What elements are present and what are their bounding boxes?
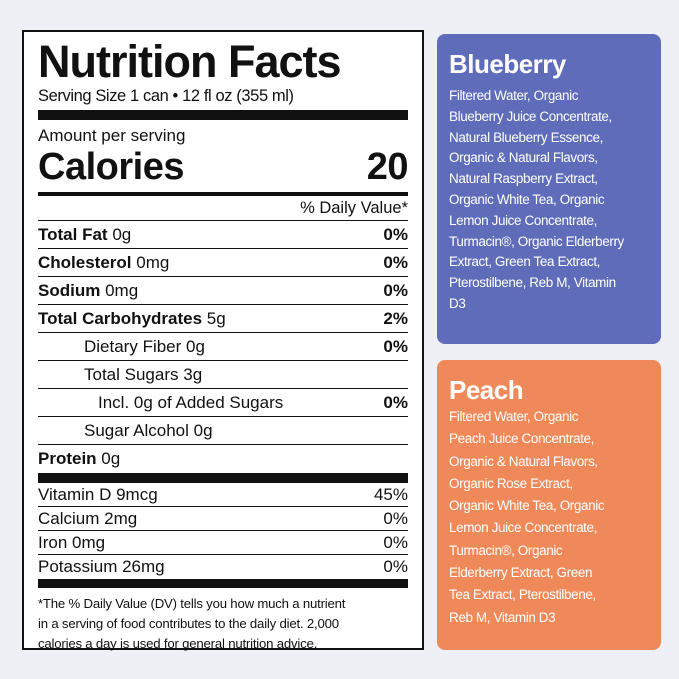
nutrient-label: Protein 0g xyxy=(38,449,120,469)
ingredient-line: Organic & Natural Flavors, xyxy=(449,453,598,469)
ingredient-line: Pterostilbene, Reb M, Vitamin xyxy=(449,275,616,291)
ingredient-line: Extract, Green Tea Extract, xyxy=(449,254,601,270)
thick-divider xyxy=(38,473,408,483)
vitamin-name: Calcium 2mg xyxy=(38,508,138,528)
ingredient-line: Turmacin®, Organic Elderberry xyxy=(449,233,624,249)
ingredient-line: Organic White Tea, Organic xyxy=(449,498,605,514)
vitamin-name: Potassium 26mg xyxy=(38,557,165,576)
vitamin-name: Iron 0mg xyxy=(38,532,106,552)
nutrient-daily-value: 0% xyxy=(383,280,408,300)
nutrient-list: Total Fat 0g 0% Cholesterol 0mg 0% Sodium 0m… xyxy=(38,221,408,473)
ingredient-line: Elderberry Extract, Green xyxy=(449,565,593,581)
nutrient-amount: 0g xyxy=(193,420,213,440)
nutrient-label: Total Fat 0g xyxy=(38,225,131,245)
nutrient-row: Protein 0g xyxy=(38,445,408,473)
nutrient-label: Total Sugars 3g xyxy=(38,365,202,385)
nutrient-row: Sodium 0mg 0% xyxy=(38,277,408,305)
nutrient-amount: 5g xyxy=(206,308,226,328)
vitamin-row: Vitamin D 9mcg 45% xyxy=(38,483,408,507)
ingredient-line: Organic Rose Extract, xyxy=(449,475,573,491)
ingredient-line: Filtered Water, Organic xyxy=(449,409,579,424)
ingredient-line: D3 xyxy=(449,295,466,311)
nutrient-amount: 0mg xyxy=(136,252,170,272)
nutrient-daily-value: 0% xyxy=(383,336,408,356)
vitamin-daily-value: 0% xyxy=(383,557,408,576)
nutrient-row: Incl. 0g of Added Sugars 0% xyxy=(38,389,408,417)
ingredient-line: Reb M, Vitamin D3 xyxy=(449,609,556,625)
nutrient-label: Incl. 0g of Added Sugars xyxy=(38,393,283,413)
medium-divider xyxy=(38,192,408,196)
footnote-line: calories a day is used for general nutri… xyxy=(38,636,318,651)
nutrient-name: Cholesterol xyxy=(38,252,132,272)
nutrient-row: Total Carbohydrates 5g 2% xyxy=(38,305,408,333)
nutrient-row: Total Fat 0g 0% xyxy=(38,221,408,249)
nutrient-amount: 0g xyxy=(186,336,205,356)
vitamin-daily-value: 0% xyxy=(383,508,408,528)
thick-divider xyxy=(38,110,408,120)
nutrient-amount: 0g xyxy=(112,224,132,244)
vitamin-name: Vitamin D 9mcg xyxy=(38,484,158,504)
nutrient-name: Total Carbohydrates xyxy=(38,308,203,328)
ingredient-line: Peach Juice Concentrate, xyxy=(449,431,594,447)
nutrient-daily-value: 0% xyxy=(383,392,408,412)
daily-value-header: % Daily Value* xyxy=(38,196,408,221)
ingredient-line: Lemon Juice Concentrate, xyxy=(449,212,597,228)
vitamin-row: Iron 0mg 0% xyxy=(38,531,408,555)
vitamin-row: Potassium 26mg 0% xyxy=(38,555,408,579)
ingredient-line: Filtered Water, Organic xyxy=(449,88,579,103)
serving-size: Serving Size 1 can • 12 fl oz (355 ml) xyxy=(38,87,294,105)
nutrient-name: Total Fat xyxy=(38,224,108,244)
nutrient-label: Dietary Fiber 0g xyxy=(38,337,205,357)
nutrient-daily-value: 0% xyxy=(383,252,408,272)
ingredient-line: Lemon Juice Concentrate, xyxy=(449,520,597,536)
amount-per-serving: Amount per serving xyxy=(38,126,186,145)
ingredient-list: Filtered Water, Organic Peach Juice Conce… xyxy=(449,406,649,629)
nutrient-name: Protein xyxy=(38,449,97,468)
nutrient-amount: 0g xyxy=(101,449,121,468)
nutrient-name: Incl. 0g of Added Sugars xyxy=(98,392,284,412)
ingredient-list: Filtered Water, Organic Blueberry Juice C… xyxy=(449,86,649,315)
nutrient-daily-value: 0% xyxy=(383,224,408,244)
footnote-line: *The % Daily Value (DV) tells you how mu… xyxy=(38,596,346,611)
nutrient-row: Sugar Alcohol 0g xyxy=(38,417,408,445)
calories-label: Calories xyxy=(38,146,184,188)
nutrition-facts-label: Nutrition Facts Serving Size 1 can • 12 … xyxy=(22,30,424,651)
nutrient-daily-value: 2% xyxy=(383,308,408,328)
nutrient-name: Sodium xyxy=(38,280,101,300)
nutrient-name: Dietary Fiber xyxy=(84,336,182,356)
nutrient-label: Sodium 0mg xyxy=(38,281,138,301)
flavor-name: Blueberry xyxy=(449,49,566,79)
ingredient-line: Blueberry Juice Concentrate, xyxy=(449,108,612,124)
nutrient-label: Total Carbohydrates 5g xyxy=(38,309,226,329)
vitamin-list: Vitamin D 9mcg 45% Calcium 2mg 0% Iron 0mg 0%… xyxy=(38,483,408,579)
nutrient-row: Total Sugars 3g xyxy=(38,361,408,389)
ingredient-line: Tea Extract, Pterostilbene, xyxy=(449,587,596,603)
nutrient-row: Cholesterol 0mg 0% xyxy=(38,249,408,277)
calories-row: Calories 20 xyxy=(38,146,409,188)
ingredient-line: Turmacin®, Organic xyxy=(449,542,563,558)
ingredient-line: Natural Raspberry Extract, xyxy=(449,171,598,187)
flavor-card-peach: Peach Filtered Water, Organic Peach Juice… xyxy=(437,360,661,650)
vitamin-daily-value: 0% xyxy=(383,532,408,552)
flavor-name: Peach xyxy=(449,375,524,405)
calories-value: 20 xyxy=(366,146,409,188)
label-title: Nutrition Facts xyxy=(38,36,342,87)
nutrient-name: Total Sugars xyxy=(84,364,179,384)
vitamin-daily-value: 45% xyxy=(373,484,408,504)
thick-divider xyxy=(38,579,408,588)
nutrient-amount: 3g xyxy=(183,364,203,384)
footnote: *The % Daily Value (DV) tells you how mu… xyxy=(38,594,408,654)
ingredient-line: Organic White Tea, Organic xyxy=(449,191,605,207)
ingredient-line: Natural Blueberry Essence, xyxy=(449,129,603,145)
nutrient-amount: 0mg xyxy=(105,280,139,300)
nutrient-label: Cholesterol 0mg xyxy=(38,253,169,273)
vitamin-row: Calcium 2mg 0% xyxy=(38,507,408,531)
nutrient-name: Sugar Alcohol xyxy=(84,420,189,440)
footnote-line: in a serving of food contributes to the … xyxy=(38,616,339,631)
nutrient-row: Dietary Fiber 0g 0% xyxy=(38,333,408,361)
ingredient-line: Organic & Natural Flavors, xyxy=(449,150,598,166)
flavor-card-blueberry: Blueberry Filtered Water, Organic Blueber… xyxy=(437,34,661,344)
nutrient-label: Sugar Alcohol 0g xyxy=(38,421,213,441)
